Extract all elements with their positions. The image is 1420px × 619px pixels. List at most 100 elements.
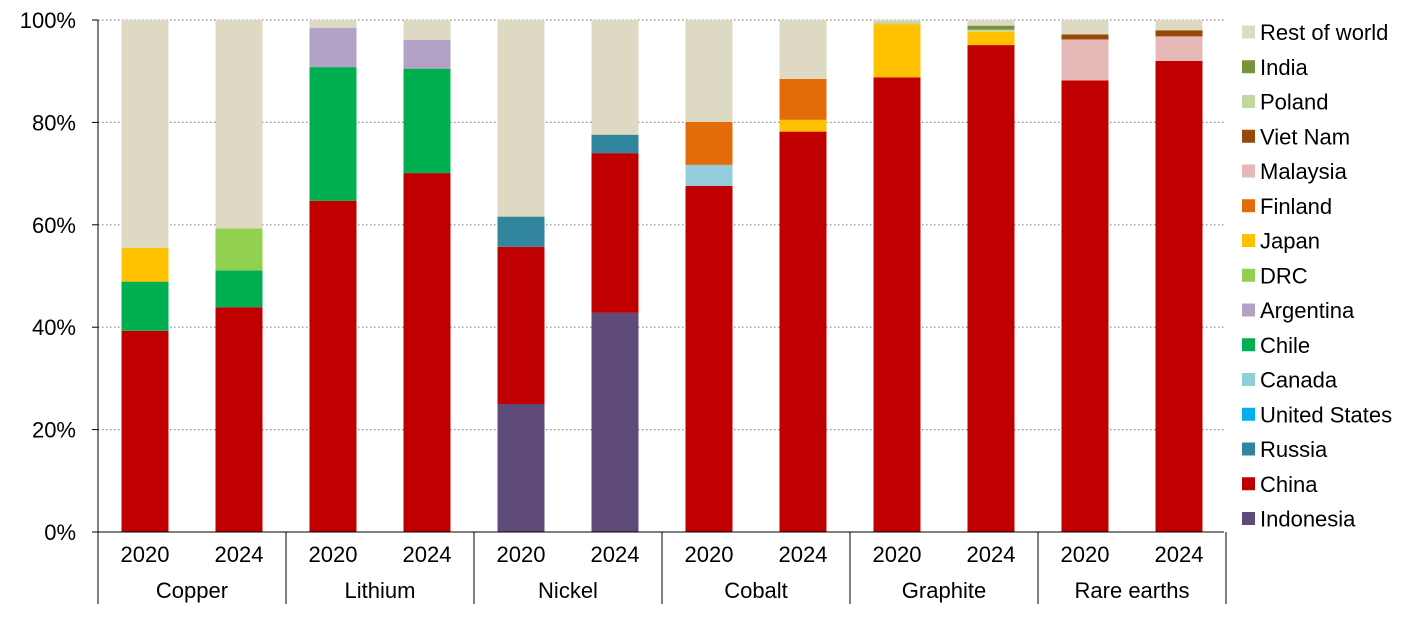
bar-segment-rest-of-world: [121, 20, 169, 248]
bar-segment-rest-of-world: [497, 20, 545, 217]
bar-segment-china: [779, 131, 827, 532]
bar-segment-china: [121, 330, 169, 532]
bar-segment-rest-of-world: [1155, 20, 1203, 31]
legend: Rest of world India Poland Viet Nam Malaysia…: [1242, 20, 1392, 532]
bar-segment-indonesia: [591, 312, 639, 532]
legend-label: Chile: [1260, 333, 1310, 358]
bar-segment-argentina: [309, 27, 357, 68]
group-label: Graphite: [902, 578, 986, 603]
bar-segment-russia: [497, 216, 545, 247]
group-label: Rare earths: [1075, 578, 1190, 603]
legend-swatch: [1242, 129, 1255, 143]
x-tick-label: 2024: [967, 542, 1016, 567]
bar-segment-rest-of-world: [403, 20, 451, 40]
group-label: Lithium: [345, 578, 416, 603]
bar-segment-india: [967, 25, 1015, 30]
legend-label: China: [1260, 472, 1318, 497]
x-tick-label: 2024: [591, 542, 640, 567]
bar-segment-poland: [967, 29, 1015, 32]
legend-label: Malaysia: [1260, 159, 1348, 184]
bar-segment-china: [591, 153, 639, 313]
bar-segment-chile: [403, 68, 451, 174]
y-tick-label: 100%: [20, 8, 76, 33]
bar-segment-canada: [685, 164, 733, 186]
bar-segment-rest-of-world: [685, 20, 733, 122]
legend-swatch: [1242, 60, 1255, 74]
bar-segment-rest-of-world: [309, 20, 357, 28]
bar-segment-poland: [873, 21, 921, 25]
legend-swatch: [1242, 407, 1255, 421]
x-tick-label: 2024: [779, 542, 828, 567]
x-tick-label: 2020: [1061, 542, 1110, 567]
group-label: Copper: [156, 578, 228, 603]
x-tick-label: 2024: [1155, 542, 1204, 567]
x-tick-label: 2020: [685, 542, 734, 567]
bar-segment-malaysia: [1061, 39, 1109, 81]
legend-label: DRC: [1260, 263, 1308, 288]
legend-swatch: [1242, 477, 1255, 491]
bar-segment-drc: [215, 228, 263, 271]
legend-swatch: [1242, 512, 1255, 525]
bar-segment-japan: [873, 24, 921, 78]
legend-swatch: [1242, 199, 1255, 213]
y-tick-label: 80%: [32, 110, 76, 135]
legend-swatch: [1242, 164, 1255, 178]
group-label: Cobalt: [724, 578, 788, 603]
x-tick-label: 2024: [215, 542, 264, 567]
bar-segment-china: [1155, 60, 1203, 533]
legend-label: Indonesia: [1260, 507, 1356, 532]
x-tick-label: 2020: [309, 542, 358, 567]
group-label: Nickel: [538, 578, 598, 603]
bar-segment-china: [967, 45, 1015, 532]
bar-segment-china: [497, 246, 545, 404]
bar-segment-rest-of-world: [873, 20, 921, 22]
bar-segment-viet-nam: [1155, 30, 1203, 37]
gridlines: [98, 19, 1224, 431]
bar-segment-rest-of-world: [215, 20, 263, 229]
bar-segment-argentina: [403, 39, 451, 69]
legend-swatch: [1242, 373, 1255, 386]
bar-segment-china: [403, 173, 451, 532]
legend-label: India: [1260, 55, 1308, 80]
axes: 0% 20% 40% 60% 80% 100% 2020 2024 2020 2024 2020 20…: [20, 8, 1227, 604]
bar-segment-finland: [685, 121, 733, 165]
legend-swatch: [1242, 442, 1255, 456]
legend-label: United States: [1260, 402, 1392, 427]
legend-swatch: [1242, 303, 1255, 317]
legend-label: Argentina: [1260, 298, 1355, 323]
bar-segment-chile: [309, 67, 357, 201]
y-tick-label: 40%: [32, 315, 76, 340]
bars: [121, 20, 1203, 533]
legend-label: Finland: [1260, 194, 1332, 219]
x-tick-label: 2020: [121, 542, 170, 567]
bar-segment-viet-nam: [1061, 34, 1109, 40]
legend-label: Viet Nam: [1260, 124, 1350, 149]
y-tick-label: 20%: [32, 418, 76, 443]
legend-swatch: [1242, 95, 1255, 108]
bar-segment-china: [685, 185, 733, 532]
y-tick-label: 60%: [32, 213, 76, 238]
legend-label: Canada: [1260, 368, 1338, 393]
legend-label: Russia: [1260, 437, 1328, 462]
legend-label: Poland: [1260, 90, 1329, 115]
bar-segment-china: [873, 77, 921, 533]
bar-segment-russia: [591, 134, 639, 154]
bar-segment-chile: [215, 270, 263, 308]
bar-segment-japan: [121, 247, 169, 282]
bar-segment-china: [309, 200, 357, 532]
bar-segment-rest-of-world: [779, 20, 827, 79]
legend-swatch: [1242, 338, 1255, 352]
bar-segment-chile: [121, 281, 169, 331]
legend-swatch: [1242, 25, 1255, 39]
legend-swatch: [1242, 234, 1255, 247]
legend-label: Japan: [1260, 229, 1320, 254]
bar-segment-rest-of-world: [591, 20, 639, 135]
x-tick-label: 2020: [873, 542, 922, 567]
bar-segment-finland: [779, 78, 827, 120]
bar-segment-malaysia: [1155, 36, 1203, 61]
x-tick-label: 2020: [497, 542, 546, 567]
bar-segment-japan: [779, 119, 827, 132]
legend-swatch: [1242, 268, 1255, 282]
y-tick-label: 0%: [44, 520, 76, 545]
